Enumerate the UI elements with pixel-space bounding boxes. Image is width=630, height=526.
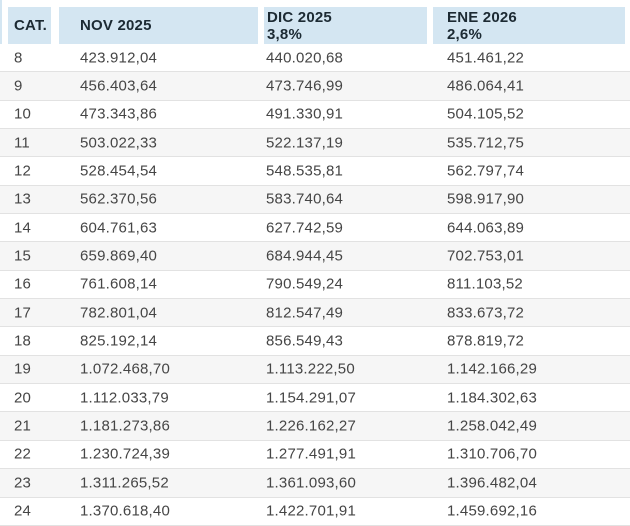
table-row: 22 1.230.724,39 1.277.491,91 1.310.706,7… xyxy=(0,440,630,470)
cell-ene-2026: 878.819,72 xyxy=(447,332,525,350)
cell-category: 9 xyxy=(14,77,23,95)
table-edge-fragment xyxy=(0,0,2,44)
cell-category: 23 xyxy=(14,474,32,492)
cell-ene-2026: 644.063,89 xyxy=(447,219,525,237)
table-row: 13 562.370,56 583.740,64 598.917,90 xyxy=(0,185,630,215)
cell-category: 8 xyxy=(14,49,23,67)
cell-dic-2025: 548.535,81 xyxy=(266,162,344,180)
cell-ene-2026: 598.917,90 xyxy=(447,190,525,208)
cell-category: 15 xyxy=(14,247,32,265)
cell-category: 18 xyxy=(14,332,32,350)
cell-dic-2025: 1.113.222,50 xyxy=(266,360,355,378)
cell-category: 17 xyxy=(14,304,32,322)
table-row: 15 659.869,40 684.944,45 702.753,01 xyxy=(0,242,630,271)
cell-dic-2025: 684.944,45 xyxy=(266,247,344,265)
cell-category: 24 xyxy=(14,502,32,520)
cell-nov-2025: 423.912,04 xyxy=(80,49,158,67)
table-row: 16 761.608,14 790.549,24 811.103,52 xyxy=(0,270,630,300)
cell-category: 21 xyxy=(14,417,32,435)
table-row: 23 1.311.265,52 1.361.093,60 1.396.482,0… xyxy=(0,469,630,498)
cell-dic-2025: 812.547,49 xyxy=(266,304,344,322)
cell-ene-2026: 451.461,22 xyxy=(447,49,525,67)
cell-category: 14 xyxy=(14,219,32,237)
cell-ene-2026: 811.103,52 xyxy=(447,275,523,293)
cell-ene-2026: 1.396.482,04 xyxy=(447,474,537,492)
cell-dic-2025: 790.549,24 xyxy=(266,275,344,293)
cell-nov-2025: 1.230.724,39 xyxy=(80,445,170,463)
column-header-cat: CAT. xyxy=(8,7,51,44)
cell-ene-2026: 486.064,41 xyxy=(447,77,525,95)
cell-dic-2025: 491.330,91 xyxy=(266,105,344,123)
column-header-label: NOV 2025 xyxy=(80,17,152,34)
column-header-label: DIC 2025 xyxy=(267,8,332,26)
table-row: 18 825.192,14 856.549,43 878.819,72 xyxy=(0,327,630,356)
cell-nov-2025: 456.403,64 xyxy=(80,77,158,95)
cell-dic-2025: 473.746,99 xyxy=(266,77,344,95)
cell-category: 11 xyxy=(14,134,30,152)
cell-ene-2026: 1.184.302,63 xyxy=(447,389,537,407)
column-header-label: ENE 2026 xyxy=(447,8,517,26)
table-row: 24 1.370.618,40 1.422.701,91 1.459.692,1… xyxy=(0,497,630,526)
table-header-row: CAT. NOV 2025 DIC 2025 3,8% ENE 2026 2,6… xyxy=(0,7,630,44)
cell-ene-2026: 1.310.706,70 xyxy=(447,445,537,463)
cell-dic-2025: 856.549,43 xyxy=(266,332,344,350)
cell-dic-2025: 1.277.491,91 xyxy=(266,445,356,463)
column-header-nov-2025: NOV 2025 xyxy=(59,7,258,44)
cell-nov-2025: 503.022,33 xyxy=(80,134,158,152)
cell-ene-2026: 504.105,52 xyxy=(447,105,525,123)
cell-nov-2025: 562.370,56 xyxy=(80,190,158,208)
column-header-dic-2025: DIC 2025 3,8% xyxy=(264,7,427,44)
table-row: 10 473.343,86 491.330,91 504.105,52 xyxy=(0,100,630,130)
column-header-label: CAT. xyxy=(14,17,48,34)
cell-nov-2025: 1.311.265,52 xyxy=(80,474,169,492)
cell-dic-2025: 440.020,68 xyxy=(266,49,344,67)
cell-dic-2025: 583.740,64 xyxy=(266,190,344,208)
table-row: 20 1.112.033,79 1.154.291,07 1.184.302,6… xyxy=(0,384,630,413)
cell-dic-2025: 1.422.701,91 xyxy=(266,502,356,520)
column-header-percentage: 3,8% xyxy=(267,25,302,43)
cell-category: 10 xyxy=(14,105,32,123)
table-row: 11 503.022,33 522.137,19 535.712,75 xyxy=(0,129,630,158)
cell-category: 20 xyxy=(14,389,32,407)
table-row: 19 1.072.468,70 1.113.222,50 1.142.166,2… xyxy=(0,355,630,385)
cell-nov-2025: 761.608,14 xyxy=(80,275,158,293)
cell-nov-2025: 1.072.468,70 xyxy=(80,360,170,378)
cell-dic-2025: 1.154.291,07 xyxy=(266,389,356,407)
cell-category: 22 xyxy=(14,445,32,463)
cell-nov-2025: 1.112.033,79 xyxy=(80,389,169,407)
table-row: 17 782.801,04 812.547,49 833.673,72 xyxy=(0,299,630,328)
cell-nov-2025: 782.801,04 xyxy=(80,304,158,322)
cell-nov-2025: 659.869,40 xyxy=(80,247,158,265)
cell-ene-2026: 1.258.042,49 xyxy=(447,417,537,435)
cell-nov-2025: 473.343,86 xyxy=(80,105,158,123)
cell-category: 19 xyxy=(14,360,32,378)
cell-nov-2025: 528.454,54 xyxy=(80,162,158,180)
cell-dic-2025: 627.742,59 xyxy=(266,219,344,237)
cell-ene-2026: 1.459.692,16 xyxy=(447,502,537,520)
cell-category: 12 xyxy=(14,162,32,180)
table-row: 12 528.454,54 548.535,81 562.797,74 xyxy=(0,157,630,186)
cell-nov-2025: 1.181.273,86 xyxy=(80,417,170,435)
cell-dic-2025: 522.137,19 xyxy=(266,134,344,152)
table-row: 9 456.403,64 473.746,99 486.064,41 xyxy=(0,72,630,101)
column-header-ene-2026: ENE 2026 2,6% xyxy=(433,7,625,44)
table-body: 8 423.912,04 440.020,68 451.461,22 9 456… xyxy=(0,44,630,526)
cell-nov-2025: 1.370.618,40 xyxy=(80,502,170,520)
cell-ene-2026: 833.673,72 xyxy=(447,304,525,322)
cell-category: 13 xyxy=(14,190,32,208)
cell-nov-2025: 604.761,63 xyxy=(80,219,158,237)
cell-ene-2026: 702.753,01 xyxy=(447,247,525,265)
table-row: 14 604.761,63 627.742,59 644.063,89 xyxy=(0,214,630,243)
cell-ene-2026: 1.142.166,29 xyxy=(447,360,537,378)
cell-nov-2025: 825.192,14 xyxy=(80,332,158,350)
table-row: 21 1.181.273,86 1.226.162,27 1.258.042,4… xyxy=(0,412,630,441)
cell-dic-2025: 1.361.093,60 xyxy=(266,474,356,492)
cell-ene-2026: 535.712,75 xyxy=(447,134,525,152)
cell-ene-2026: 562.797,74 xyxy=(447,162,525,180)
table-row: 8 423.912,04 440.020,68 451.461,22 xyxy=(0,44,630,73)
cell-category: 16 xyxy=(14,275,32,293)
cell-dic-2025: 1.226.162,27 xyxy=(266,417,356,435)
column-header-percentage: 2,6% xyxy=(447,25,482,43)
